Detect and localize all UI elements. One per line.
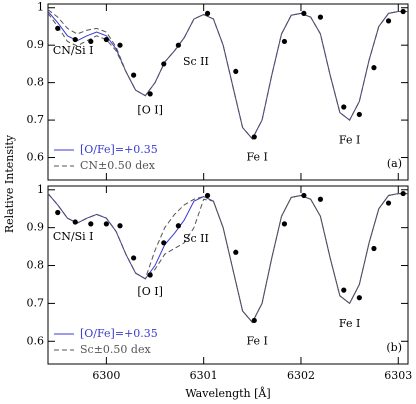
observed-point <box>175 223 181 229</box>
y-tick-label: 1 <box>37 183 44 196</box>
model-line-lower <box>47 10 408 140</box>
y-tick-label: 1 <box>37 1 44 14</box>
line-annotation: Fe I <box>339 134 360 147</box>
observed-point <box>385 18 392 24</box>
x-tick-label: 6301 <box>190 369 218 382</box>
observed-point <box>161 240 167 246</box>
legend-label: CN±0.50 dex <box>80 159 156 172</box>
observed-point <box>233 68 239 75</box>
observed-point <box>147 272 153 278</box>
line-annotation: Sc II <box>183 232 209 245</box>
observed-point <box>103 36 109 43</box>
panel-label: (b) <box>386 341 402 354</box>
line-annotation: [O I] <box>137 104 162 117</box>
x-tick-label: 6302 <box>287 369 315 382</box>
model-line-lower <box>47 193 408 324</box>
plot-frame <box>47 3 409 181</box>
observed-point <box>147 91 153 97</box>
panel-label: (a) <box>387 157 402 170</box>
observed-point <box>72 219 78 225</box>
line-annotation: CN/Si I <box>53 230 94 243</box>
observed-point <box>281 221 288 227</box>
observed-point <box>233 249 239 255</box>
observed-point <box>161 61 167 67</box>
legend-label: [O/Fe]=+0.35 <box>80 143 158 156</box>
observed-point <box>55 25 61 31</box>
observed-point <box>251 134 257 140</box>
observed-point <box>204 192 211 199</box>
observed-point <box>251 317 257 324</box>
observed-point <box>385 200 392 206</box>
observed-point <box>88 221 94 227</box>
observed-point <box>117 223 123 229</box>
y-tick-label: 0.7 <box>27 113 45 126</box>
observed-point <box>131 72 137 78</box>
observed-point <box>103 221 109 227</box>
observed-point <box>55 209 61 216</box>
observed-point <box>356 295 362 301</box>
observed-point <box>400 8 406 15</box>
observed-point <box>371 245 377 252</box>
y-tick-label: 0.9 <box>27 221 45 234</box>
line-annotation: [O I] <box>137 285 162 298</box>
observed-point <box>301 10 307 16</box>
line-annotation: Fe I <box>246 334 267 347</box>
observed-point <box>341 287 347 293</box>
y-tick-label: 0.8 <box>27 259 45 272</box>
x-tick-label: 6300 <box>92 369 120 382</box>
observed-point <box>356 111 362 118</box>
model-line <box>47 193 408 324</box>
observed-point <box>341 104 347 110</box>
observed-point <box>371 65 377 71</box>
observed-point <box>131 255 137 261</box>
observed-point <box>72 36 78 43</box>
y-tick-label: 0.8 <box>27 76 45 89</box>
model-line-upper <box>47 9 408 140</box>
legend-label: Sc±0.50 dex <box>80 343 151 356</box>
observed-point <box>88 38 94 45</box>
observed-point <box>317 14 324 20</box>
y-tick-label: 0.6 <box>27 151 45 164</box>
y-tick-label: 0.6 <box>27 334 45 347</box>
line-annotation: CN/Si I <box>53 44 94 57</box>
observed-point <box>301 192 307 199</box>
y-tick-label: 0.9 <box>27 38 45 51</box>
line-annotation: Sc II <box>183 55 209 68</box>
line-annotation: Fe I <box>339 317 360 330</box>
line-annotation: Fe I <box>246 151 267 164</box>
plot-frame <box>47 185 409 365</box>
model-line-upper <box>47 193 408 324</box>
observed-point <box>117 42 123 48</box>
observed-point <box>281 38 288 45</box>
observed-point <box>400 190 406 197</box>
observed-point <box>175 42 181 48</box>
y-tick-label: 0.7 <box>27 296 45 309</box>
x-axis-label: Wavelength [Å] <box>185 386 270 400</box>
y-axis-label: Relative Intensity <box>3 134 16 233</box>
observed-point <box>204 10 211 16</box>
x-tick-label: 6303 <box>384 369 412 382</box>
observed-point <box>317 196 324 202</box>
legend-label: [O/Fe]=+0.35 <box>80 327 158 340</box>
